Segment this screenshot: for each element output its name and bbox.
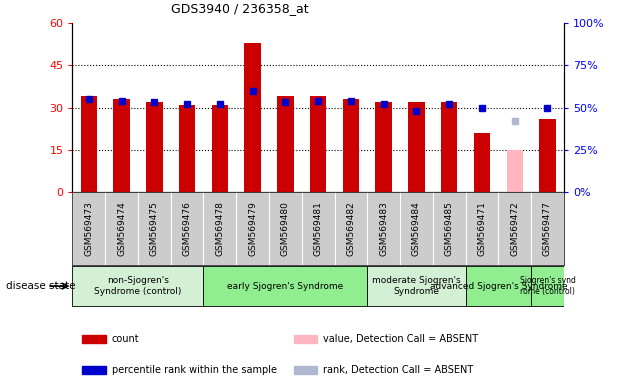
FancyBboxPatch shape: [203, 266, 367, 306]
Text: value, Detection Call = ABSENT: value, Detection Call = ABSENT: [323, 334, 478, 344]
Text: GSM569481: GSM569481: [314, 201, 323, 256]
Bar: [408, 102, 425, 192]
Text: early Sjogren's Syndrome: early Sjogren's Syndrome: [227, 281, 343, 291]
Text: GSM569485: GSM569485: [445, 201, 454, 256]
Bar: [277, 96, 294, 192]
Text: moderate Sjogren's
Syndrome: moderate Sjogren's Syndrome: [372, 276, 461, 296]
Text: GSM569471: GSM569471: [478, 201, 486, 256]
Text: GSM569474: GSM569474: [117, 201, 126, 256]
Text: GSM569479: GSM569479: [248, 201, 257, 256]
Text: GSM569476: GSM569476: [183, 201, 192, 256]
Bar: [310, 96, 326, 192]
Text: GSM569483: GSM569483: [379, 201, 388, 256]
FancyBboxPatch shape: [367, 266, 466, 306]
Text: GSM569475: GSM569475: [150, 201, 159, 256]
Bar: [81, 96, 97, 192]
Text: Sjogren's synd
rome (control): Sjogren's synd rome (control): [520, 276, 575, 296]
Bar: [83, 366, 106, 374]
Text: percentile rank within the sample: percentile rank within the sample: [112, 365, 277, 375]
Text: GSM569480: GSM569480: [281, 201, 290, 256]
Bar: [343, 99, 359, 192]
Bar: [539, 119, 556, 192]
Bar: [507, 150, 523, 192]
Text: rank, Detection Call = ABSENT: rank, Detection Call = ABSENT: [323, 365, 473, 375]
Bar: [474, 133, 490, 192]
Text: GSM569482: GSM569482: [346, 201, 355, 256]
Text: GDS3940 / 236358_at: GDS3940 / 236358_at: [171, 2, 308, 15]
Bar: [212, 105, 228, 192]
FancyBboxPatch shape: [466, 266, 531, 306]
Text: count: count: [112, 334, 139, 344]
FancyBboxPatch shape: [72, 266, 203, 306]
Bar: [179, 105, 195, 192]
Text: disease state: disease state: [6, 281, 76, 291]
FancyBboxPatch shape: [531, 266, 564, 306]
Bar: [83, 335, 106, 343]
Bar: [441, 102, 457, 192]
Text: GSM569478: GSM569478: [215, 201, 224, 256]
Text: GSM569477: GSM569477: [543, 201, 552, 256]
Bar: [146, 102, 163, 192]
Bar: [294, 335, 317, 343]
Bar: [294, 366, 317, 374]
Bar: [375, 102, 392, 192]
Bar: [244, 43, 261, 192]
Text: GSM569473: GSM569473: [84, 201, 93, 256]
Bar: [113, 99, 130, 192]
Text: non-Sjogren's
Syndrome (control): non-Sjogren's Syndrome (control): [94, 276, 181, 296]
Text: GSM569484: GSM569484: [412, 201, 421, 256]
Text: advanced Sjogren's Syndrome: advanced Sjogren's Syndrome: [430, 281, 567, 291]
Text: GSM569472: GSM569472: [510, 201, 519, 256]
